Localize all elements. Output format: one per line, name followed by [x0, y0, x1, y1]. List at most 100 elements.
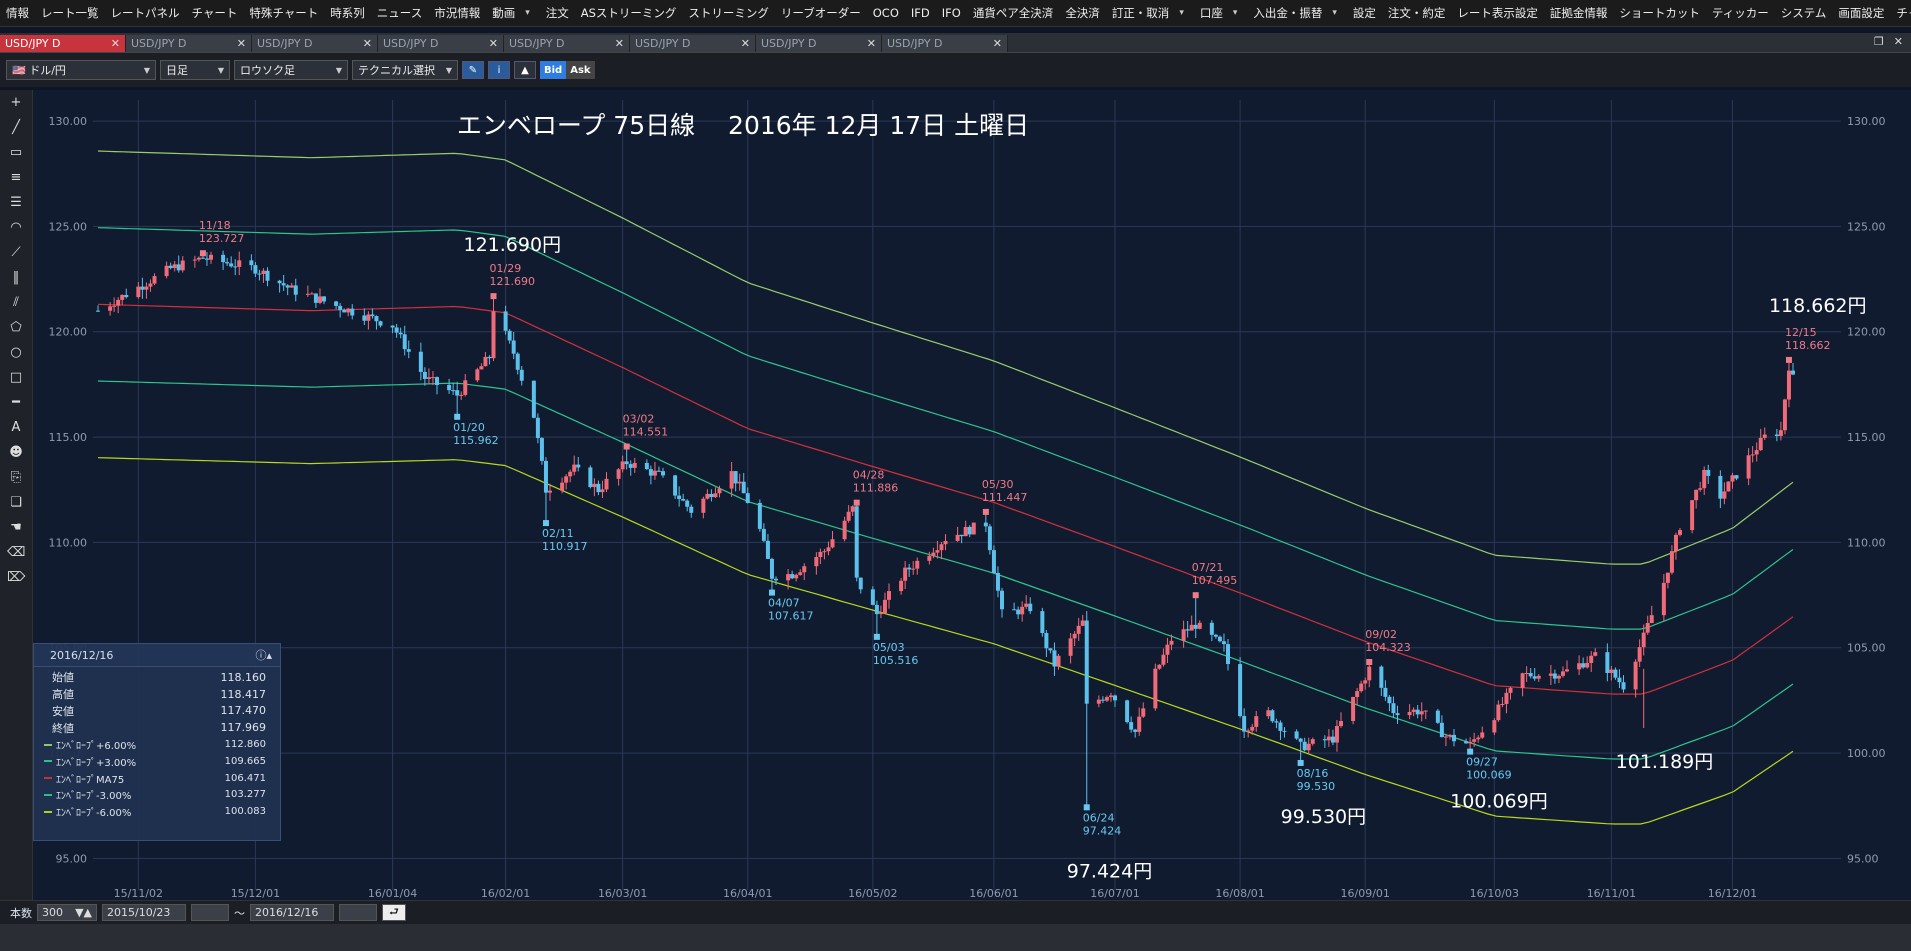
menu-item-1[interactable]: レート一覧 — [41, 6, 99, 20]
candle-body — [1605, 652, 1610, 673]
circle-icon[interactable]: ○ — [10, 345, 22, 360]
tab-label: USD/JPY D — [887, 37, 943, 50]
menu-more-icon[interactable]: ▾ — [1332, 8, 1337, 18]
menu-item-16[interactable]: 通貨ペア全決済 — [972, 6, 1054, 20]
menu-item-3[interactable]: チャート — [191, 6, 238, 20]
tab-close-icon[interactable]: ✕ — [740, 37, 750, 50]
vertical-lines-icon[interactable]: ‖ — [12, 270, 20, 285]
fibonacci-icon[interactable]: ☰ — [10, 195, 22, 210]
rectangle-icon[interactable]: □ — [9, 370, 23, 385]
x-tick-label: 16/04/01 — [723, 887, 772, 900]
copy-icon[interactable]: ⎘ — [10, 470, 22, 485]
menu-item-21[interactable]: 設定 — [1352, 6, 1376, 20]
parallel-lines-icon[interactable]: ≡ — [10, 170, 22, 185]
line-icon[interactable]: ╱ — [12, 120, 20, 135]
chart-tab-7[interactable]: USD/JPY D ✕ — [882, 35, 1008, 52]
menu-item-6[interactable]: ニュース — [376, 6, 423, 20]
bid-button[interactable]: Bid — [540, 61, 567, 79]
pen-icon[interactable]: ✎ — [462, 61, 484, 79]
text-icon[interactable]: A — [11, 420, 21, 435]
close-icon[interactable]: ✕ — [1893, 35, 1903, 48]
menu-item-5[interactable]: 時系列 — [330, 6, 365, 20]
menu-item-28[interactable]: 画面設定 — [1838, 6, 1885, 20]
menu-item-26[interactable]: ティッカー — [1711, 6, 1769, 20]
chevron-down-icon: ▼ — [335, 65, 342, 75]
chart-tab-0[interactable]: USD/JPY D ✕ — [0, 35, 126, 52]
stepper-icon[interactable]: ▼▲ — [75, 906, 92, 919]
chart-style-select[interactable]: ロウソク足 ▼ — [234, 60, 348, 80]
chart-tab-1[interactable]: USD/JPY D ✕ — [126, 35, 252, 52]
menu-item-8[interactable]: 動画 — [492, 6, 516, 20]
to-date-input[interactable]: 2016/12/16 — [250, 904, 334, 921]
menu-item-17[interactable]: 全決済 — [1065, 6, 1100, 20]
menu-item-24[interactable]: 証拠金情報 — [1549, 6, 1608, 20]
info-icon[interactable]: i — [488, 61, 510, 79]
chart-tab-4[interactable]: USD/JPY D ✕ — [504, 35, 630, 52]
tab-close-icon[interactable]: ✕ — [236, 37, 246, 50]
fan-icon[interactable]: ◠ — [10, 220, 22, 235]
restore-icon[interactable]: ❐ — [1873, 35, 1884, 48]
ohlc-row: 安値 117.470 — [34, 703, 280, 720]
menu-item-20[interactable]: 入出金・振替 — [1253, 6, 1323, 20]
menu-item-29[interactable]: チャート — [1896, 6, 1911, 20]
period-select[interactable]: 日足 ▼ — [160, 60, 230, 80]
hand-icon[interactable]: ☚ — [10, 520, 22, 535]
menu-item-15[interactable]: IFO — [941, 6, 961, 20]
horizontal-line-icon[interactable]: ━ — [12, 395, 20, 410]
chart-area-icon[interactable]: ▲ — [514, 61, 536, 79]
chart-tab-2[interactable]: USD/JPY D ✕ — [252, 35, 378, 52]
tab-close-icon[interactable]: ✕ — [614, 37, 624, 50]
tab-close-icon[interactable]: ✕ — [362, 37, 372, 50]
technical-select[interactable]: テクニカル選択 ▼ — [352, 60, 458, 80]
to-time-input[interactable] — [339, 904, 377, 921]
pitchfork-icon[interactable]: ⫽ — [13, 295, 19, 310]
menu-item-4[interactable]: 特殊チャート — [249, 6, 319, 20]
menu-item-7[interactable]: 市況情報 — [434, 6, 481, 20]
gann-fan-icon[interactable]: ⟋ — [11, 245, 21, 260]
menu-item-13[interactable]: OCO — [872, 6, 899, 20]
menu-item-9[interactable]: 注文 — [545, 6, 569, 20]
bid-ask-toggle[interactable]: Bid Ask — [540, 61, 595, 79]
menu-item-2[interactable]: レートパネル — [110, 6, 180, 20]
stamp-icon[interactable]: ☻ — [9, 445, 23, 460]
menu-item-14[interactable]: IFD — [910, 6, 930, 20]
info-toggle-icon[interactable]: ⓘ▴ — [255, 649, 272, 662]
eraser-icon[interactable]: ⌫ — [7, 545, 26, 560]
indicator-name: ｴﾝﾍﾞﾛｰﾌﾟ+6.00% — [56, 741, 137, 753]
menu-item-22[interactable]: 注文・約定 — [1387, 6, 1446, 20]
tab-close-icon[interactable]: ✕ — [866, 37, 876, 50]
menu-item-12[interactable]: リーブオーダー — [780, 6, 861, 20]
currency-pair-select[interactable]: 🇺🇸 ドル/円 ▼ — [6, 60, 156, 80]
menu-more-icon[interactable]: ▾ — [1179, 8, 1184, 18]
chart-tab-5[interactable]: USD/JPY D ✕ — [630, 35, 756, 52]
y-tick-label-right: 120.00 — [1847, 326, 1886, 339]
tab-close-icon[interactable]: ✕ — [992, 37, 1002, 50]
reload-icon[interactable]: ⮐ — [382, 904, 406, 921]
menu-item-23[interactable]: レート表示設定 — [1457, 6, 1538, 20]
chart-tab-6[interactable]: USD/JPY D ✕ — [756, 35, 882, 52]
candle-body — [709, 493, 714, 498]
from-time-input[interactable] — [191, 904, 229, 921]
tab-close-icon[interactable]: ✕ — [488, 37, 498, 50]
menu-item-18[interactable]: 訂正・取消 — [1111, 6, 1170, 20]
menu-item-0[interactable]: 情報 — [6, 6, 29, 20]
menu-more-icon[interactable]: ▾ — [525, 8, 530, 18]
pentagon-icon[interactable]: ⬠ — [10, 320, 22, 335]
candle-body — [1577, 663, 1582, 670]
eraser-all-icon[interactable]: ⌦ — [7, 570, 26, 585]
menu-item-27[interactable]: システム — [1780, 6, 1827, 20]
ask-button[interactable]: Ask — [566, 61, 595, 79]
bar-count-input[interactable]: 300 ▼▲ — [37, 904, 97, 921]
menu-item-25[interactable]: ショートカット — [1619, 6, 1700, 20]
menu-item-19[interactable]: 口座 — [1199, 6, 1223, 20]
chart-tab-3[interactable]: USD/JPY D ✕ — [378, 35, 504, 52]
menu-item-11[interactable]: ストリーミング — [688, 6, 769, 20]
menu-item-10[interactable]: ASストリーミング — [580, 6, 677, 20]
price-chart[interactable]: 95.0095.00100.00100.00105.00105.00110.00… — [33, 90, 1911, 900]
ruler-icon[interactable]: ▭ — [9, 145, 23, 160]
crosshair-icon[interactable]: + — [10, 95, 22, 110]
from-date-input[interactable]: 2015/10/23 — [102, 904, 186, 921]
duplicate-icon[interactable]: ❏ — [10, 495, 22, 510]
tab-close-icon[interactable]: ✕ — [110, 37, 120, 50]
menu-more-icon[interactable]: ▾ — [1232, 8, 1238, 18]
